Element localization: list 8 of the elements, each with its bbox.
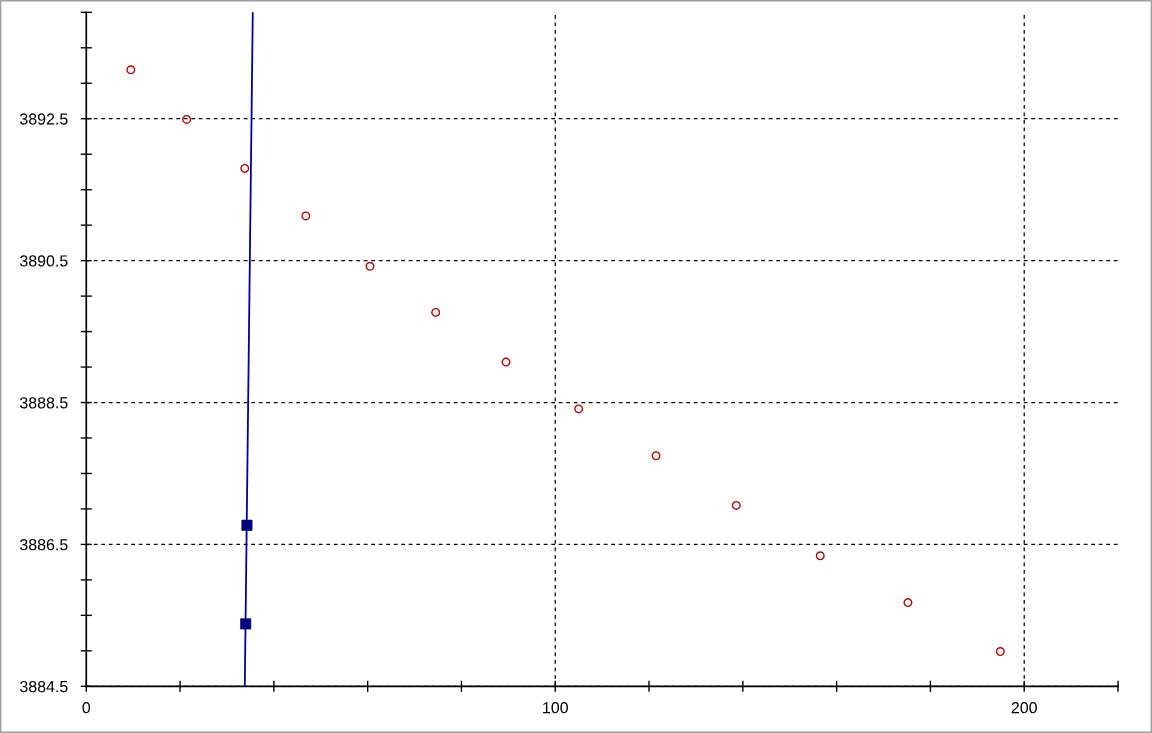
x-tick-label: 0 <box>82 702 91 714</box>
x-tick-label: 200 <box>1011 702 1037 714</box>
y-tick-label: 3886.5 <box>19 539 68 551</box>
y-tick-label: 3890.5 <box>19 255 68 267</box>
y-tick-label: 3892.5 <box>19 113 68 125</box>
y-tick-label: 3888.5 <box>19 397 68 409</box>
x-tick-label: 100 <box>543 702 568 714</box>
y-tick-label: 3884.5 <box>19 680 68 693</box>
